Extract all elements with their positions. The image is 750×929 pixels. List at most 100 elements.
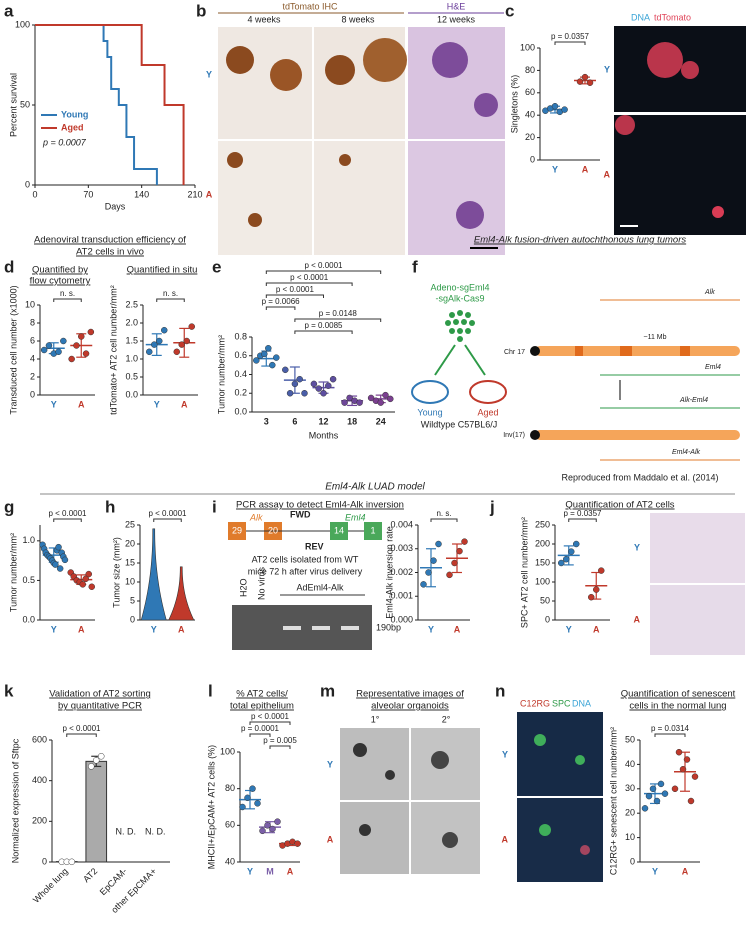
col-label: 2° [442,714,451,724]
y-tick-label: 200 [535,538,550,548]
significance-bracket [554,41,586,45]
significance-bracket [156,298,185,302]
title: AT2 cells in vivo [76,247,144,258]
y-tick-label: 40 [625,759,635,769]
data-point [649,785,657,793]
data-point [239,803,246,811]
letter: a [4,1,14,20]
y-axis-label: Eml4-Alk inversion rate [384,526,394,619]
blob [325,55,355,85]
y-axis-label: C12RG+ senescent cell number/mm² [608,727,618,875]
arrow [434,344,486,376]
lane-label: H2O [238,578,248,597]
cell [580,845,590,855]
blob [474,93,498,117]
y-axis-label: MHCII+/EpCAM+ AT2 cells (%) [206,745,216,869]
x-tick-label: Y [51,624,57,634]
label: Chr 17 [504,349,525,356]
x-tick-label: 70 [83,189,93,199]
x-tick-label: 140 [134,189,149,199]
y-tick-label: 2 [30,371,35,381]
y-tick-label: 20 [525,132,535,142]
significance-bracket [53,298,82,302]
band [575,346,583,356]
y-tick-label: 2.0 [125,317,138,327]
value-label: N. D. [145,826,166,836]
data-point [561,106,568,113]
exon [330,522,348,540]
data-point [446,571,453,579]
letter: k [4,681,14,700]
data-point [98,753,105,760]
virus-particles [445,310,475,342]
data-point [310,380,318,388]
image [517,798,603,882]
band [341,626,359,630]
y-tick-label: 100 [535,576,550,586]
blob [615,115,635,135]
x-tick-label: A [287,866,294,876]
y-axis-label: Tumor number/mm² [216,335,226,414]
cell [539,824,551,836]
band [312,626,330,630]
x-tick-label: Y [652,866,658,876]
x-tick-label: Y [51,399,57,409]
letter: n [495,681,505,700]
y-tick-label: 50 [540,595,550,605]
y-tick-label: 0 [545,614,550,624]
data-point [261,350,268,358]
image [517,712,603,796]
data-point [183,337,190,345]
x-tick-label: A [78,399,85,409]
panel-c: DNA tdTomato Y A [604,12,746,235]
title: total epithelium [230,701,294,712]
y-axis-label: Transduced cell number (x1000) [8,285,18,414]
data-point [430,557,437,564]
letter: i [212,497,217,516]
legend-label: Aged [61,122,84,132]
primer: FWD [290,509,311,519]
data-point [161,326,168,334]
survival-line [35,24,185,185]
x-tick-label: 6 [292,416,297,426]
data-point [425,569,432,576]
col-label: 1° [371,714,380,724]
p-value: p = 0.0148 [319,309,358,318]
data-point [259,827,266,835]
data-point [253,357,260,364]
panel-letters: a b c d e f g h i j k l m n [4,1,514,700]
panel-j: Quantification of AT2 cells Y A [565,500,745,655]
data-point [82,575,89,583]
y-tick-label: 0.004 [390,519,413,529]
data-point [244,794,251,802]
data-point [558,559,565,567]
panel-f: Eml4-Alk fusion-driven autochthonous lun… [411,235,740,482]
data-point [273,354,280,361]
p-value: n. s. [436,509,451,518]
y-tick-label: 40 [225,856,235,866]
y-axis-label: Tumor size (mm²) [111,537,121,608]
panel-m: Representative images of alveolar organo… [327,689,480,874]
y-tick-label: 20 [125,538,135,548]
y-tick-label: 0.001 [390,591,413,601]
exon-num: 14 [334,525,344,535]
x-tick-label: 3 [264,416,269,426]
data-point [88,583,95,590]
col-label: 12 weeks [437,14,476,24]
label: Alk [704,289,715,296]
scale-bar [470,247,498,249]
data-point [146,348,153,356]
data-point [683,756,691,763]
data-point [675,748,683,756]
blob [226,46,254,74]
title: Eml4-Alk fusion-driven autochthonous lun… [474,235,687,246]
panel-n: C12RG SPC DNA Y A Quantification of sene… [502,689,736,882]
data-point [679,766,687,773]
data-point [687,797,695,805]
stain-label: C12RG [520,698,550,708]
title: Representative images of [356,689,464,700]
data-point [87,328,95,336]
image [340,802,409,874]
p-value: p = 0.0357 [563,509,602,518]
